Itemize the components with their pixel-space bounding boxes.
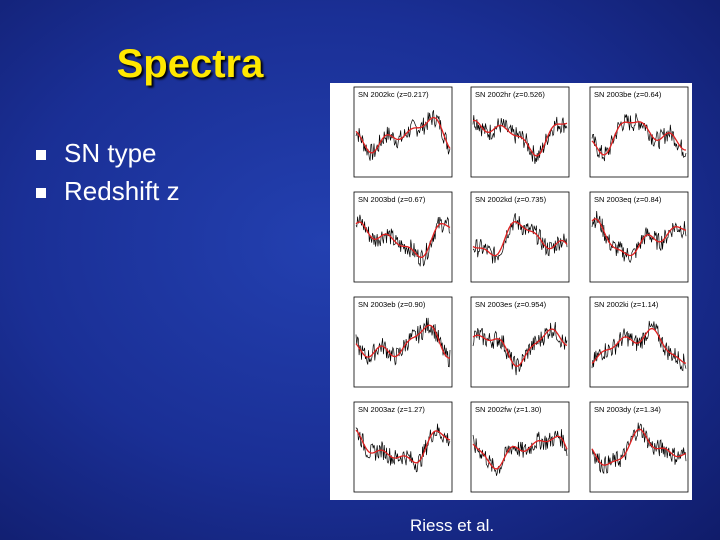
spectrum-observed	[591, 113, 687, 162]
bullet: Redshift z	[36, 176, 180, 207]
spectrum-template	[591, 121, 687, 156]
panel-label: SN 2002fw (z=1.30)	[475, 405, 542, 414]
panel-label: SN 2003eq (z=0.84)	[594, 195, 662, 204]
title: Spectra	[116, 42, 264, 86]
bullet: SN type	[36, 138, 157, 169]
panel-frame	[353, 86, 453, 178]
panel-frame	[353, 401, 453, 493]
bullet-text: Redshift z	[64, 176, 180, 206]
spectrum-observed	[355, 317, 451, 368]
panel-frame	[470, 191, 570, 283]
panel-label: SN 2003az (z=1.27)	[358, 405, 425, 414]
panel-frame	[589, 401, 689, 493]
panel-frame	[589, 296, 689, 388]
spectrum-template	[355, 116, 451, 154]
panel-frame	[353, 296, 453, 388]
panel-label: SN 2003bd (z=0.67)	[358, 195, 426, 204]
spectrum-template	[355, 221, 451, 258]
spectrum-template	[472, 328, 568, 367]
spectrum-template	[355, 429, 451, 464]
bullet-text: SN type	[64, 138, 157, 168]
spectrum-template	[355, 324, 451, 359]
panel-label: SN 2002kc (z=0.217)	[358, 90, 429, 99]
panel-label: SN 2002kd (z=0.735)	[475, 195, 547, 204]
panel-frame	[589, 191, 689, 283]
panel-label: SN 2003dy (z=1.34)	[594, 405, 661, 414]
panel-label: SN 2003eb (z=0.90)	[358, 300, 426, 309]
panel-frame	[353, 191, 453, 283]
spectrum-template	[591, 218, 687, 257]
caption: Riess et al.	[410, 516, 495, 535]
panel-label: SN 2003es (z=0.954)	[475, 300, 547, 309]
spectra-figure: SN 2002kc (z=0.217) SN 2002hr (z=0.526) SN…	[330, 83, 692, 500]
panel-frame	[470, 296, 570, 388]
panel-label: SN 2002hr (z=0.526)	[475, 90, 545, 99]
panel-frame	[470, 401, 570, 493]
spectrum-observed	[591, 320, 687, 372]
spectrum-observed	[472, 321, 568, 376]
panel-label: SN 2002ki (z=1.14)	[594, 300, 659, 309]
spectrum-template	[591, 428, 687, 466]
panel-frame	[589, 86, 689, 178]
spectrum-template	[472, 119, 568, 157]
panel-label: SN 2003be (z=0.64)	[594, 90, 662, 99]
figure-background	[330, 83, 692, 500]
spectrum-template	[591, 327, 687, 364]
spectrum-template	[472, 221, 568, 257]
spectrum-template	[472, 435, 568, 470]
panel-frame	[470, 86, 570, 178]
spectrum-observed	[472, 429, 568, 476]
